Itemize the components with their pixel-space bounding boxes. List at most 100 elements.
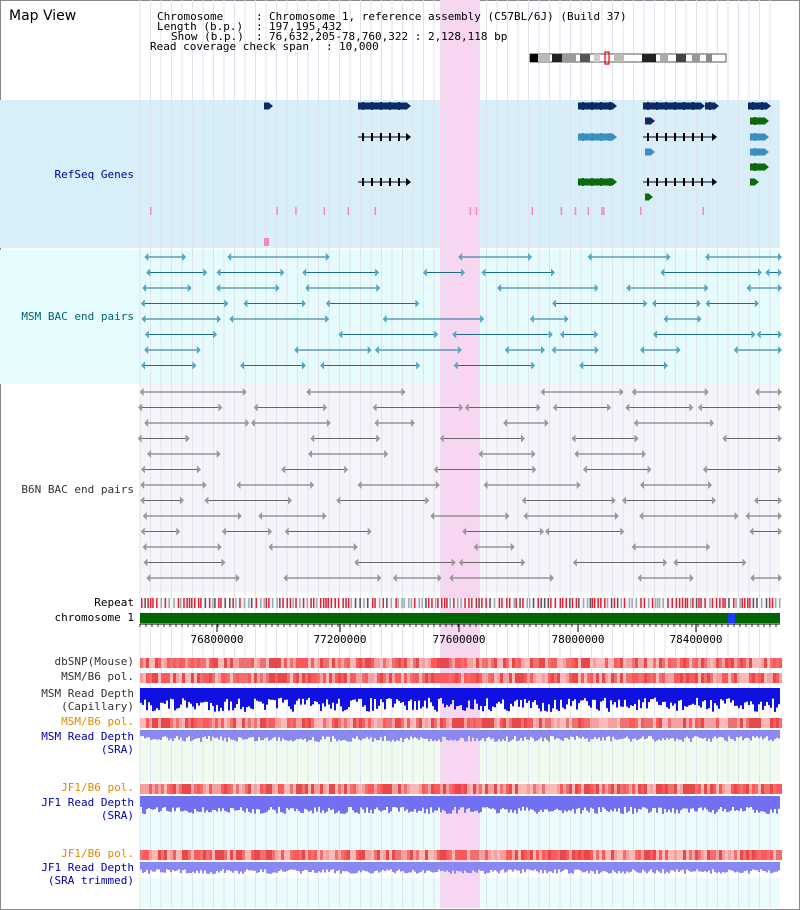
read-depth-bar bbox=[262, 730, 264, 741]
heat-strip-cell bbox=[269, 673, 272, 683]
heat-strip-cell bbox=[140, 784, 143, 794]
msm-bac-end-pairs-label[interactable]: MSM BAC end pairs bbox=[21, 310, 134, 323]
repeat-element bbox=[319, 598, 322, 608]
read-depth-bar bbox=[614, 862, 616, 873]
heat-strip-cell bbox=[566, 718, 569, 728]
read-depth-bar bbox=[534, 796, 536, 812]
bac-end-marker bbox=[640, 346, 645, 354]
heat-strip-cell bbox=[746, 718, 749, 728]
heat-strip-cell bbox=[194, 718, 197, 728]
read-depth-bar bbox=[622, 796, 624, 814]
heat-strip-cell bbox=[695, 718, 698, 728]
heat-strip-cell bbox=[185, 784, 188, 794]
read-depth-bar bbox=[684, 862, 686, 874]
heat-strip-cell bbox=[350, 784, 353, 794]
heat-strip-cell bbox=[167, 718, 170, 728]
repeat-label: Repeat bbox=[94, 596, 134, 609]
heat-strip-cell bbox=[152, 658, 155, 668]
read-depth-bar bbox=[642, 730, 644, 737]
ideogram-band bbox=[692, 54, 700, 62]
heat-strip-cell bbox=[698, 784, 701, 794]
read-depth-bar bbox=[704, 730, 706, 738]
heat-strip-cell bbox=[770, 718, 773, 728]
heat-strip-cell bbox=[665, 673, 668, 683]
heat-strip-cell bbox=[749, 850, 752, 860]
repeat-element bbox=[593, 598, 596, 608]
read-depth-bar bbox=[590, 730, 592, 740]
heat-strip-cell bbox=[764, 850, 767, 860]
bac-end-marker bbox=[221, 558, 226, 567]
repeat-element bbox=[582, 598, 585, 608]
heat-strip-cell bbox=[773, 784, 776, 794]
read-depth-bar bbox=[320, 688, 322, 711]
read-depth-bar bbox=[266, 862, 268, 874]
heat-strip-cell bbox=[512, 658, 515, 668]
read-depth-bar bbox=[336, 730, 338, 742]
heat-strip-cell bbox=[554, 850, 557, 860]
read-depth-bar bbox=[668, 862, 670, 874]
read-depth-bar bbox=[612, 730, 614, 737]
heat-strip-cell bbox=[341, 784, 344, 794]
heat-strip-cell bbox=[320, 673, 323, 683]
read-depth-bar bbox=[630, 862, 632, 872]
bac-end-marker bbox=[457, 346, 462, 354]
heat-strip-cell bbox=[287, 850, 290, 860]
gene-exon bbox=[656, 133, 658, 141]
read-depth-bar bbox=[406, 730, 408, 738]
heat-strip-cell bbox=[332, 850, 335, 860]
heat-strip-cell bbox=[317, 784, 320, 794]
repeat-element bbox=[481, 598, 483, 608]
heat-strip-cell bbox=[182, 673, 185, 683]
heat-strip-cell bbox=[170, 784, 173, 794]
heat-strip-cell bbox=[434, 673, 437, 683]
heat-strip-cell bbox=[683, 850, 686, 860]
heat-strip-cell bbox=[263, 850, 266, 860]
heat-strip-cell bbox=[362, 718, 365, 728]
bac-end-marker bbox=[354, 558, 359, 567]
heat-strip-cell bbox=[707, 850, 710, 860]
read-depth-bar bbox=[252, 730, 254, 738]
repeat-element bbox=[218, 598, 220, 608]
repeat-element bbox=[164, 598, 167, 608]
heat-strip-cell bbox=[677, 673, 680, 683]
heat-strip-cell bbox=[209, 784, 212, 794]
bac-end-marker bbox=[531, 361, 536, 370]
read-depth-bar bbox=[144, 796, 146, 814]
read-depth-bar bbox=[262, 862, 264, 873]
read-depth-bar bbox=[594, 862, 596, 874]
heat-strip-cell bbox=[431, 718, 434, 728]
read-depth-bar bbox=[414, 688, 416, 702]
ideogram-position-marker bbox=[604, 51, 610, 65]
read-depth-bar bbox=[298, 862, 300, 872]
heat-strip-cell bbox=[368, 673, 371, 683]
heat-strip-cell bbox=[392, 718, 395, 728]
read-depth-bar bbox=[462, 688, 464, 711]
gene-exon bbox=[692, 102, 694, 110]
bac-end-marker bbox=[459, 403, 464, 412]
read-depth-bar bbox=[584, 688, 586, 699]
read-depth-bar bbox=[664, 730, 666, 740]
read-depth-bar bbox=[238, 730, 240, 738]
read-depth-bar bbox=[248, 730, 250, 738]
heat-strip-cell bbox=[401, 718, 404, 728]
bac-end-marker bbox=[633, 419, 638, 427]
repeat-element bbox=[363, 598, 365, 608]
read-depth-bar bbox=[290, 796, 292, 809]
repeat-element bbox=[485, 598, 487, 608]
bac-end-marker bbox=[452, 330, 457, 339]
read-depth-bar bbox=[230, 862, 232, 872]
read-depth-bar bbox=[544, 688, 546, 711]
gene-exon bbox=[582, 102, 584, 110]
read-depth-bar bbox=[764, 730, 766, 738]
read-depth-bar bbox=[560, 796, 562, 811]
repeat-element bbox=[390, 598, 393, 608]
refseq-genes-label[interactable]: RefSeq Genes bbox=[54, 168, 134, 181]
heat-strip-cell bbox=[575, 718, 578, 728]
repeat-element bbox=[604, 598, 606, 608]
header-length-value: 197,195,432 bbox=[269, 20, 342, 33]
heat-strip-cell bbox=[455, 850, 458, 860]
heat-strip-cell bbox=[479, 658, 482, 668]
heat-strip-cell bbox=[518, 658, 521, 668]
b6n-bac-end-pairs-label[interactable]: B6N BAC end pairs bbox=[21, 483, 134, 496]
